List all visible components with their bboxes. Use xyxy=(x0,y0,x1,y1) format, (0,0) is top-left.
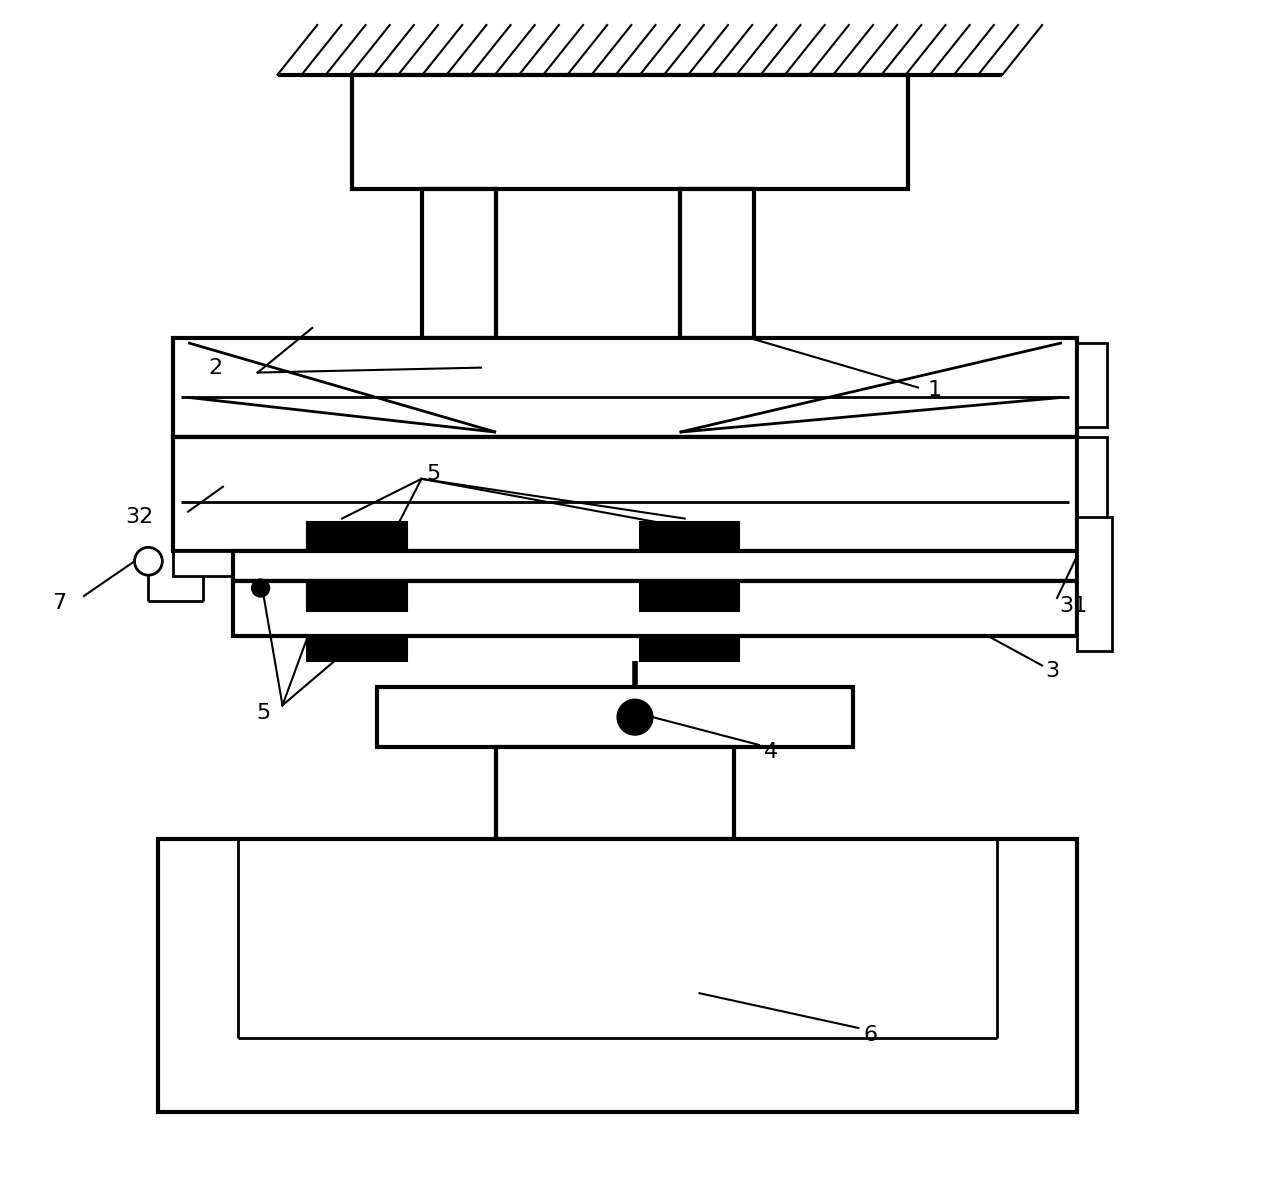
Bar xyxy=(641,581,740,611)
Bar xyxy=(173,337,1077,437)
Text: 3: 3 xyxy=(1045,661,1059,682)
Text: 5: 5 xyxy=(427,464,441,484)
Bar xyxy=(376,688,853,748)
Text: 32: 32 xyxy=(125,507,154,526)
Circle shape xyxy=(135,548,163,575)
Text: 2: 2 xyxy=(208,358,222,378)
Bar xyxy=(352,74,907,189)
Bar xyxy=(308,636,407,660)
Text: 4: 4 xyxy=(764,742,778,762)
Text: 1: 1 xyxy=(928,380,942,401)
Bar xyxy=(641,636,740,660)
Text: 7: 7 xyxy=(52,593,66,614)
Bar xyxy=(159,840,1077,1112)
Bar xyxy=(641,521,740,551)
Text: 31: 31 xyxy=(1059,596,1087,616)
Bar xyxy=(173,437,1077,551)
Text: 6: 6 xyxy=(863,1025,877,1045)
Bar xyxy=(308,581,407,611)
Bar xyxy=(233,581,1077,636)
Bar xyxy=(308,521,407,551)
Bar xyxy=(422,189,496,337)
Circle shape xyxy=(618,700,653,736)
Bar xyxy=(173,551,233,576)
Text: 5: 5 xyxy=(257,703,271,724)
Bar xyxy=(680,189,754,337)
Circle shape xyxy=(252,579,269,597)
Bar xyxy=(233,551,1077,581)
Bar xyxy=(1077,343,1107,427)
Bar xyxy=(1077,517,1112,651)
Bar xyxy=(1077,437,1107,542)
Bar xyxy=(496,748,735,840)
